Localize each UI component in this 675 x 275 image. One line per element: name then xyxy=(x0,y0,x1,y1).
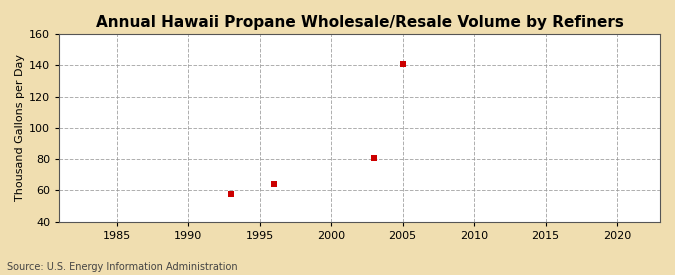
Y-axis label: Thousand Gallons per Day: Thousand Gallons per Day xyxy=(15,54,25,201)
Title: Annual Hawaii Propane Wholesale/Resale Volume by Refiners: Annual Hawaii Propane Wholesale/Resale V… xyxy=(96,15,624,30)
Text: Source: U.S. Energy Information Administration: Source: U.S. Energy Information Administ… xyxy=(7,262,238,272)
